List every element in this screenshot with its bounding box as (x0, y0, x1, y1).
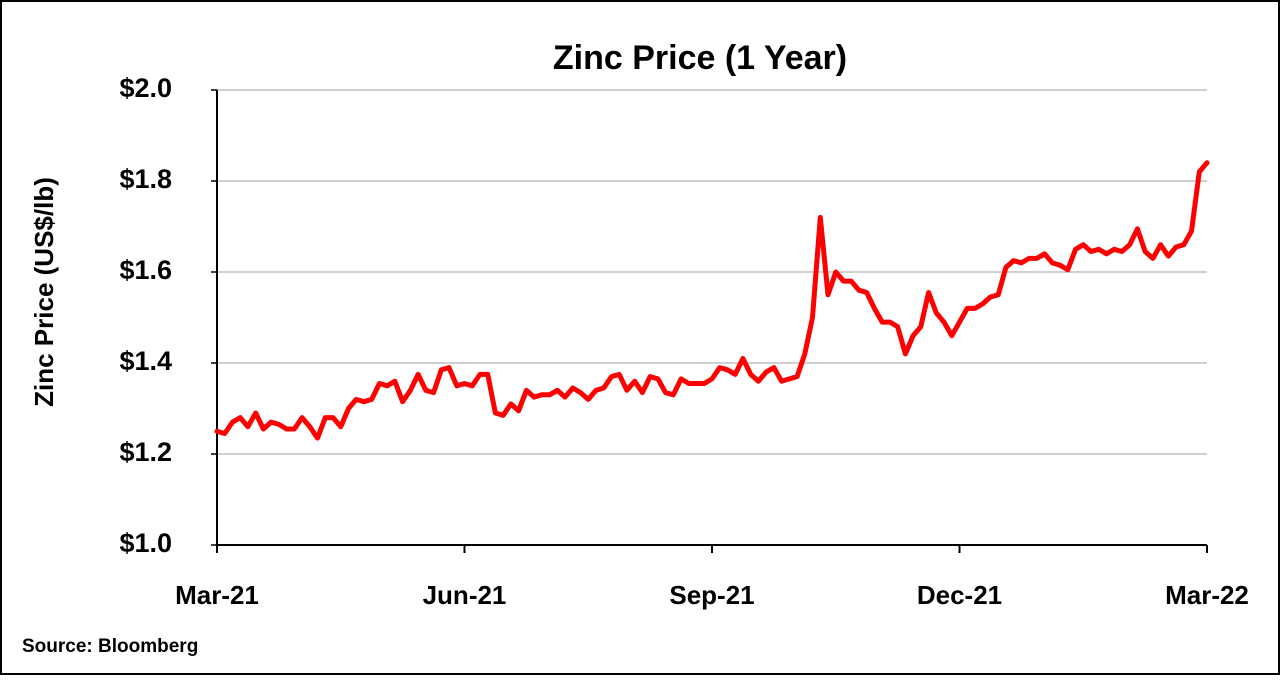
y-tick-label: $1.2 (119, 437, 172, 467)
y-tick-label: $1.6 (119, 255, 172, 285)
y-tick-label: $1.8 (119, 164, 172, 194)
y-tick-label: $1.0 (119, 528, 172, 558)
y-tick-label: $1.4 (119, 346, 172, 376)
source-note: Source: Bloomberg (22, 636, 198, 657)
x-tick-label: Jun-21 (423, 580, 507, 610)
x-tick-label: Mar-22 (1165, 580, 1249, 610)
x-tick-label: Dec-21 (917, 580, 1002, 610)
x-tick-label: Mar-21 (175, 580, 259, 610)
y-axis-title: Zinc Price (US$/lb) (29, 177, 59, 407)
price-line (214, 160, 1210, 441)
y-tick-label: $2.0 (119, 73, 172, 103)
x-tick-label: Sep-21 (669, 580, 754, 610)
chart-title: Zinc Price (1 Year) (553, 39, 847, 77)
